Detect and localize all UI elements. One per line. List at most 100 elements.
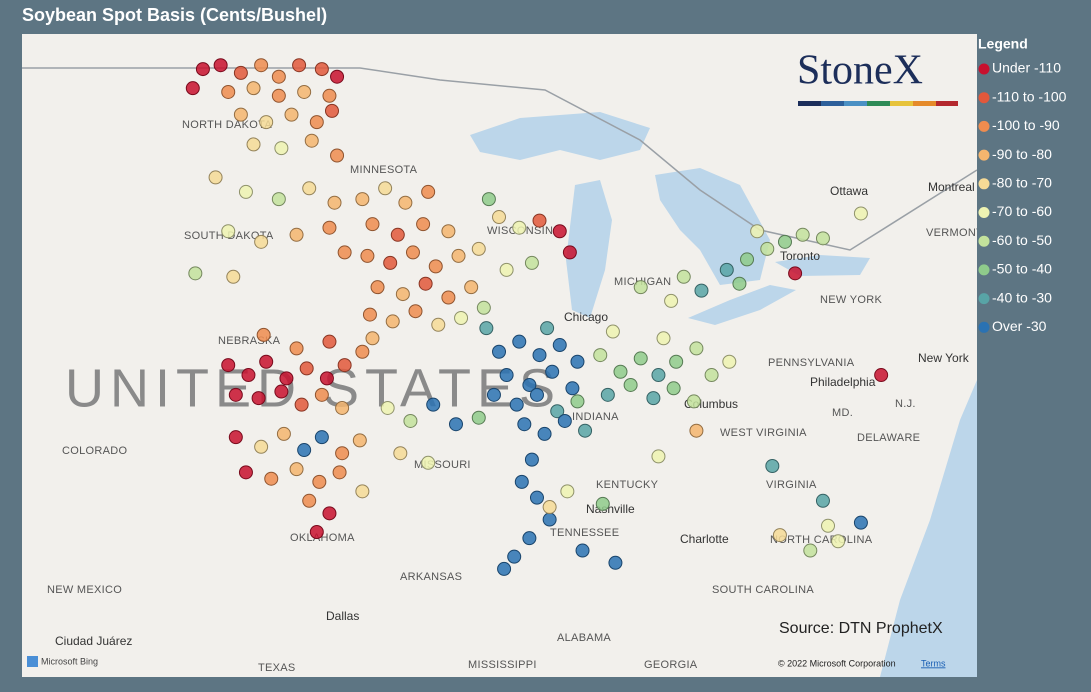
basis-point xyxy=(259,115,274,130)
map-label: PENNSYLVANIA xyxy=(768,357,855,369)
basis-point xyxy=(509,397,524,412)
legend-marker xyxy=(978,235,990,247)
map[interactable]: NORTH DAKOTA MINNESOTA SOUTH DAKOTA NEBR… xyxy=(22,34,983,677)
basis-point xyxy=(499,368,514,383)
basis-point xyxy=(666,381,681,396)
basis-point xyxy=(593,348,608,363)
basis-point xyxy=(188,266,203,281)
basis-point xyxy=(651,368,666,383)
basis-point xyxy=(241,368,256,383)
basis-point xyxy=(403,413,418,428)
basis-point xyxy=(732,276,747,291)
basis-point xyxy=(380,400,395,415)
basis-point xyxy=(464,280,479,295)
basis-point xyxy=(689,423,704,438)
legend-marker xyxy=(978,63,990,75)
legend-marker xyxy=(978,92,990,104)
basis-point xyxy=(294,397,309,412)
basis-point xyxy=(507,549,522,564)
basis-point xyxy=(532,213,547,228)
basis-point xyxy=(499,262,514,277)
basis-point xyxy=(765,458,780,473)
basis-point xyxy=(562,245,577,260)
terms-link[interactable]: Terms xyxy=(921,658,946,668)
basis-point xyxy=(276,426,291,441)
basis-point xyxy=(314,62,329,77)
basis-point xyxy=(335,400,350,415)
basis-point xyxy=(803,543,818,558)
legend-label: -100 to -90 xyxy=(992,117,1060,133)
basis-point xyxy=(772,528,787,543)
legend-marker xyxy=(978,207,990,218)
basis-point xyxy=(557,413,572,428)
legend-marker xyxy=(978,120,990,132)
basis-point xyxy=(704,368,719,383)
map-label: NORTH CAROLINA xyxy=(770,534,873,546)
basis-point xyxy=(552,338,567,353)
basis-point xyxy=(416,217,431,232)
basis-point xyxy=(560,484,575,499)
map-label: MISSISSIPPI xyxy=(468,659,537,671)
map-label: MINNESOTA xyxy=(350,164,418,176)
basis-point xyxy=(221,224,236,239)
basis-point xyxy=(524,452,539,467)
legend-marker xyxy=(978,178,990,190)
map-label: NEBRASKA xyxy=(218,335,281,347)
legend-label: -50 to -40 xyxy=(992,261,1052,277)
basis-point xyxy=(689,341,704,356)
basis-point xyxy=(676,269,691,284)
basis-point xyxy=(254,234,269,249)
basis-point xyxy=(383,255,398,270)
basis-point xyxy=(221,358,236,373)
basis-point xyxy=(522,377,537,392)
basis-point xyxy=(408,304,423,319)
map-label: New York xyxy=(918,351,970,365)
basis-point xyxy=(512,334,527,349)
legend-label: Over -30 xyxy=(992,318,1047,334)
basis-point xyxy=(479,321,494,336)
map-label: NORTH DAKOTA xyxy=(182,119,272,131)
basis-point xyxy=(651,449,666,464)
basis-point xyxy=(570,354,585,369)
basis-point xyxy=(418,276,433,291)
map-label: Nashville xyxy=(586,502,635,516)
basis-point xyxy=(694,283,709,298)
basis-point xyxy=(213,58,228,73)
basis-point xyxy=(289,227,304,242)
basis-point xyxy=(664,293,679,308)
basis-point xyxy=(297,443,312,458)
map-label: Ottawa xyxy=(830,184,868,198)
basis-point xyxy=(319,371,334,386)
basis-point xyxy=(454,311,469,325)
basis-point xyxy=(529,490,544,505)
map-label: VIRGINIA xyxy=(766,479,817,491)
basis-point xyxy=(246,81,261,96)
source: Source: DTN ProphetX xyxy=(779,620,943,637)
legend-label: -110 to -100 xyxy=(992,88,1067,104)
basis-point xyxy=(471,241,486,256)
ocean xyxy=(880,380,977,677)
basis-point xyxy=(355,344,370,359)
basis-point xyxy=(370,280,385,295)
basis-point xyxy=(613,364,628,379)
basis-point xyxy=(360,248,375,263)
basis-point xyxy=(322,220,337,235)
basis-point xyxy=(251,391,266,406)
basis-point xyxy=(514,474,529,489)
basis-point xyxy=(284,107,299,122)
basis-point xyxy=(385,314,400,329)
basis-point xyxy=(492,210,507,225)
map-label: KENTUCKY xyxy=(596,479,659,491)
basis-point xyxy=(355,192,370,207)
basis-point xyxy=(428,259,443,274)
basis-point xyxy=(540,321,555,336)
basis-point xyxy=(228,387,243,402)
basis-point xyxy=(405,245,420,260)
basis-point xyxy=(274,141,289,156)
basis-point xyxy=(398,195,413,210)
basis-point xyxy=(441,290,456,305)
basis-point xyxy=(309,115,324,130)
basis-point xyxy=(623,377,638,392)
basis-point xyxy=(337,245,352,260)
